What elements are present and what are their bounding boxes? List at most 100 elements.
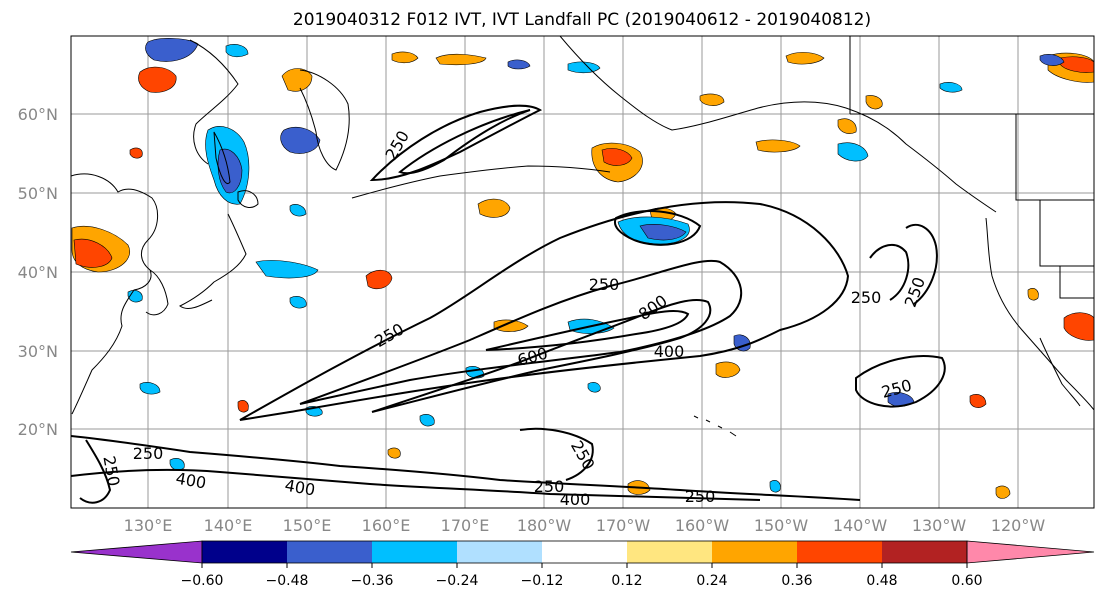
lon-label-130e: 130°E: [124, 516, 173, 535]
lon-label-140w: 140°W: [833, 516, 888, 535]
negative-blob: [145, 38, 199, 62]
korea-coastline: [145, 269, 169, 316]
positive-blob: [699, 93, 725, 106]
lat-label-40n: 40°N: [18, 263, 58, 282]
negative-blob: [289, 204, 307, 217]
positive-blob: [591, 142, 643, 183]
positive-blob: [995, 485, 1011, 499]
contour-250-southeast: [855, 355, 946, 408]
colorbar-tick-label: −0.24: [436, 573, 479, 589]
colorbar-bin: [882, 541, 967, 563]
contour-250-nw: [369, 104, 543, 182]
lon-label-150e: 150°E: [283, 516, 332, 535]
colorbar-bin: [627, 541, 712, 563]
figure-title: 2019040312 F012 IVT, IVT Landfall PC (20…: [293, 10, 871, 30]
positive-blob: [387, 447, 401, 459]
lon-label-160e: 160°E: [362, 516, 411, 535]
colorbar-bin: [712, 541, 797, 563]
colorbar-tick-label: −0.48: [266, 573, 309, 589]
positive-blob: [785, 52, 825, 65]
colorbar-tick-label: −0.36: [351, 573, 394, 589]
contour-label: 250: [534, 477, 565, 496]
colorbar-tick-label: 0.60: [951, 573, 982, 589]
colorbar-bin: [457, 541, 542, 563]
colorbar-tick-label: 0.24: [696, 573, 727, 589]
lat-label-20n: 20°N: [18, 420, 58, 439]
contour-label: 250: [851, 288, 882, 307]
russia-east-coastline: [189, 39, 239, 165]
japan-coastline: [179, 213, 247, 309]
negative-blob: [289, 296, 307, 309]
lon-label-150w: 150°W: [754, 516, 809, 535]
hokkaido-coastline: [237, 190, 259, 208]
pc-fill-field: [71, 38, 1094, 499]
ivt-contours: [71, 104, 946, 504]
colorbar: −0.60 −0.48 −0.36 −0.24 −0.12 0.12 0.24 …: [70, 540, 1095, 589]
contour-250-south: [71, 435, 861, 501]
positive-blob: [1027, 288, 1039, 301]
colorbar-ticks: [201, 563, 968, 568]
hawaii-islands: [693, 415, 737, 437]
contour-label: 250: [133, 444, 164, 463]
lat-label-30n: 30°N: [18, 342, 58, 361]
contour-label: 250: [685, 487, 716, 506]
colorbar-bin: [372, 541, 457, 563]
colorbar-frame: [201, 540, 968, 564]
negative-blob: [587, 382, 601, 393]
negative-blob: [280, 127, 321, 154]
latitude-labels: 60°N 50°N 40°N 30°N 20°N: [18, 105, 58, 439]
aleutian-chain: [351, 165, 611, 199]
negative-blob: [769, 480, 781, 493]
positive-blob: [391, 51, 419, 64]
positive-blob: [493, 319, 529, 332]
kamchatka-coastline: [299, 69, 350, 171]
negative-blob: [419, 414, 435, 427]
positive-blob: [715, 361, 741, 378]
colorbar-extend-low: [70, 540, 203, 564]
map-panel: 250 800 600 400 250 250 250 250 250 250 …: [70, 35, 1095, 509]
colorbar-extend-high: [966, 540, 1095, 564]
contour-250-far-east: [905, 223, 938, 305]
colorbar-tick-label: 0.36: [781, 573, 812, 589]
positive-blob: [237, 400, 249, 413]
north-america-coastline: [985, 217, 1094, 411]
lon-label-130w: 130°W: [912, 516, 967, 535]
lon-label-120w: 120°W: [991, 516, 1046, 535]
contour-labels: 250 800 600 400 250 250 250 250 250 250 …: [99, 127, 929, 509]
contour-label: 400: [560, 490, 591, 509]
contour-250-main: [239, 201, 850, 421]
contour-400-south: [71, 468, 761, 501]
colorbar-bin: [287, 541, 372, 563]
lon-label-160w: 160°W: [675, 516, 730, 535]
negative-blob: [837, 142, 869, 162]
contour-250-sw-loop: [79, 439, 112, 504]
lon-label-140e: 140°E: [204, 516, 253, 535]
positive-blob: [138, 66, 177, 93]
lon-label-180w: 180°W: [517, 516, 572, 535]
contour-250-mid-south: [519, 427, 594, 481]
coastlines: [71, 36, 1094, 437]
positive-blob: [477, 198, 511, 218]
colorbar-bin: [542, 541, 627, 563]
positive-blob: [71, 225, 130, 273]
alaska-coastline: [559, 36, 997, 213]
contour-400-main: [299, 259, 743, 405]
positive-blob: [755, 139, 801, 153]
colorbar-bin: [202, 541, 287, 563]
us-state-lines: [1039, 200, 1094, 299]
positive-blob: [365, 269, 393, 290]
negative-blob: [567, 61, 601, 74]
contour-250-ring: [614, 210, 702, 246]
contour-250-north: [398, 109, 531, 175]
lat-label-50n: 50°N: [18, 184, 58, 203]
lon-label-170e: 170°E: [441, 516, 490, 535]
negative-blob: [139, 382, 161, 395]
negative-blob: [225, 44, 249, 58]
lon-label-170w: 170°W: [596, 516, 651, 535]
negative-blob: [169, 458, 185, 471]
contour-label: 250: [589, 275, 620, 294]
positive-blob: [435, 53, 487, 66]
contour-600: [371, 298, 712, 413]
positive-blob: [837, 118, 857, 134]
